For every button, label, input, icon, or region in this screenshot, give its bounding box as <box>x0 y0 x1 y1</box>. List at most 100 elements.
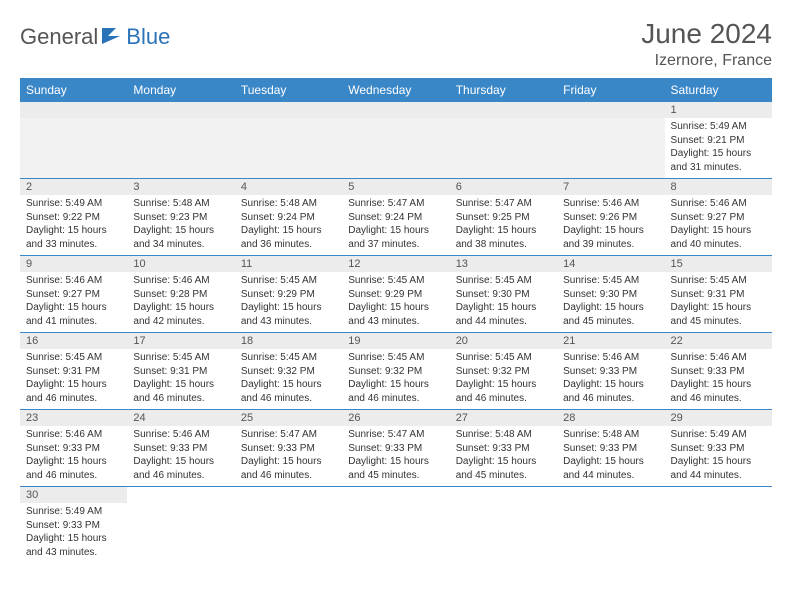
daylight-text: and 46 minutes. <box>348 392 443 406</box>
daylight-text: Daylight: 15 hours <box>241 301 336 315</box>
day-number: 11 <box>235 256 342 272</box>
sunset-text: Sunset: 9:30 PM <box>456 288 551 302</box>
calendar-cell <box>450 102 557 179</box>
sunrise-text: Sunrise: 5:49 AM <box>671 428 766 442</box>
day-details: Sunrise: 5:46 AMSunset: 9:33 PMDaylight:… <box>557 349 664 409</box>
sunset-text: Sunset: 9:32 PM <box>241 365 336 379</box>
day-number: 2 <box>20 179 127 195</box>
day-details: Sunrise: 5:49 AMSunset: 9:22 PMDaylight:… <box>20 195 127 255</box>
sunrise-text: Sunrise: 5:45 AM <box>348 274 443 288</box>
day-details: Sunrise: 5:45 AMSunset: 9:31 PMDaylight:… <box>665 272 772 332</box>
day-details: Sunrise: 5:45 AMSunset: 9:30 PMDaylight:… <box>557 272 664 332</box>
daylight-text: and 44 minutes. <box>456 315 551 329</box>
calendar-cell <box>665 487 772 564</box>
calendar-cell: 16Sunrise: 5:45 AMSunset: 9:31 PMDayligh… <box>20 333 127 410</box>
daylight-text: Daylight: 15 hours <box>456 301 551 315</box>
sunset-text: Sunset: 9:22 PM <box>26 211 121 225</box>
sunset-text: Sunset: 9:32 PM <box>348 365 443 379</box>
calendar-cell: 21Sunrise: 5:46 AMSunset: 9:33 PMDayligh… <box>557 333 664 410</box>
calendar-cell <box>342 487 449 564</box>
calendar-cell: 30Sunrise: 5:49 AMSunset: 9:33 PMDayligh… <box>20 487 127 564</box>
sunset-text: Sunset: 9:33 PM <box>241 442 336 456</box>
day-number: 5 <box>342 179 449 195</box>
daylight-text: and 45 minutes. <box>671 315 766 329</box>
day-details: Sunrise: 5:45 AMSunset: 9:29 PMDaylight:… <box>235 272 342 332</box>
daylight-text: and 33 minutes. <box>26 238 121 252</box>
daylight-text: and 46 minutes. <box>241 469 336 483</box>
sunrise-text: Sunrise: 5:49 AM <box>26 505 121 519</box>
sunset-text: Sunset: 9:29 PM <box>241 288 336 302</box>
sunset-text: Sunset: 9:33 PM <box>133 442 228 456</box>
calendar-cell: 29Sunrise: 5:49 AMSunset: 9:33 PMDayligh… <box>665 410 772 487</box>
calendar-cell: 18Sunrise: 5:45 AMSunset: 9:32 PMDayligh… <box>235 333 342 410</box>
day-number: 24 <box>127 410 234 426</box>
sunset-text: Sunset: 9:27 PM <box>671 211 766 225</box>
daylight-text: and 46 minutes. <box>241 392 336 406</box>
day-number: 27 <box>450 410 557 426</box>
title-block: June 2024 Izernore, France <box>641 18 772 70</box>
day-header: Friday <box>557 78 664 102</box>
day-number: 29 <box>665 410 772 426</box>
daylight-text: Daylight: 15 hours <box>26 378 121 392</box>
day-number: 9 <box>20 256 127 272</box>
sunset-text: Sunset: 9:30 PM <box>563 288 658 302</box>
daylight-text: and 43 minutes. <box>26 546 121 560</box>
logo: General Blue <box>20 24 170 50</box>
daylight-text: Daylight: 15 hours <box>348 455 443 469</box>
sunset-text: Sunset: 9:33 PM <box>563 442 658 456</box>
sunset-text: Sunset: 9:25 PM <box>456 211 551 225</box>
calendar-cell: 24Sunrise: 5:46 AMSunset: 9:33 PMDayligh… <box>127 410 234 487</box>
calendar-cell: 13Sunrise: 5:45 AMSunset: 9:30 PMDayligh… <box>450 256 557 333</box>
day-details: Sunrise: 5:48 AMSunset: 9:33 PMDaylight:… <box>450 426 557 486</box>
daylight-text: Daylight: 15 hours <box>133 378 228 392</box>
day-details: Sunrise: 5:49 AMSunset: 9:21 PMDaylight:… <box>665 118 772 178</box>
logo-text-blue: Blue <box>126 24 170 50</box>
day-number: 16 <box>20 333 127 349</box>
daylight-text: and 42 minutes. <box>133 315 228 329</box>
day-details: Sunrise: 5:46 AMSunset: 9:33 PMDaylight:… <box>20 426 127 486</box>
day-header-row: Sunday Monday Tuesday Wednesday Thursday… <box>20 78 772 102</box>
sunrise-text: Sunrise: 5:48 AM <box>563 428 658 442</box>
daylight-text: and 38 minutes. <box>456 238 551 252</box>
daylight-text: and 45 minutes. <box>456 469 551 483</box>
day-number: 23 <box>20 410 127 426</box>
calendar-cell: 11Sunrise: 5:45 AMSunset: 9:29 PMDayligh… <box>235 256 342 333</box>
daylight-text: Daylight: 15 hours <box>133 455 228 469</box>
daylight-text: Daylight: 15 hours <box>671 455 766 469</box>
daylight-text: and 39 minutes. <box>563 238 658 252</box>
day-header: Sunday <box>20 78 127 102</box>
day-number: 4 <box>235 179 342 195</box>
day-details: Sunrise: 5:47 AMSunset: 9:24 PMDaylight:… <box>342 195 449 255</box>
day-header: Tuesday <box>235 78 342 102</box>
sunrise-text: Sunrise: 5:45 AM <box>563 274 658 288</box>
day-details: Sunrise: 5:48 AMSunset: 9:24 PMDaylight:… <box>235 195 342 255</box>
sunset-text: Sunset: 9:33 PM <box>563 365 658 379</box>
daylight-text: and 46 minutes. <box>133 392 228 406</box>
sunrise-text: Sunrise: 5:48 AM <box>133 197 228 211</box>
calendar-cell: 14Sunrise: 5:45 AMSunset: 9:30 PMDayligh… <box>557 256 664 333</box>
day-number: 26 <box>342 410 449 426</box>
day-details: Sunrise: 5:46 AMSunset: 9:33 PMDaylight:… <box>127 426 234 486</box>
daylight-text: Daylight: 15 hours <box>563 224 658 238</box>
sunset-text: Sunset: 9:33 PM <box>26 519 121 533</box>
sunrise-text: Sunrise: 5:45 AM <box>241 351 336 365</box>
sunrise-text: Sunrise: 5:47 AM <box>348 197 443 211</box>
calendar-page: General Blue June 2024 Izernore, France … <box>0 0 792 581</box>
daylight-text: Daylight: 15 hours <box>241 378 336 392</box>
daylight-text: Daylight: 15 hours <box>456 378 551 392</box>
day-header: Monday <box>127 78 234 102</box>
sunrise-text: Sunrise: 5:45 AM <box>456 351 551 365</box>
calendar-cell <box>342 102 449 179</box>
month-title: June 2024 <box>641 18 772 50</box>
daylight-text: and 46 minutes. <box>563 392 658 406</box>
sunrise-text: Sunrise: 5:46 AM <box>671 351 766 365</box>
day-details: Sunrise: 5:45 AMSunset: 9:31 PMDaylight:… <box>127 349 234 409</box>
day-number: 17 <box>127 333 234 349</box>
day-number: 28 <box>557 410 664 426</box>
calendar-cell: 26Sunrise: 5:47 AMSunset: 9:33 PMDayligh… <box>342 410 449 487</box>
daylight-text: and 46 minutes. <box>671 392 766 406</box>
sunrise-text: Sunrise: 5:46 AM <box>671 197 766 211</box>
calendar-cell: 27Sunrise: 5:48 AMSunset: 9:33 PMDayligh… <box>450 410 557 487</box>
calendar-cell: 22Sunrise: 5:46 AMSunset: 9:33 PMDayligh… <box>665 333 772 410</box>
day-number: 6 <box>450 179 557 195</box>
